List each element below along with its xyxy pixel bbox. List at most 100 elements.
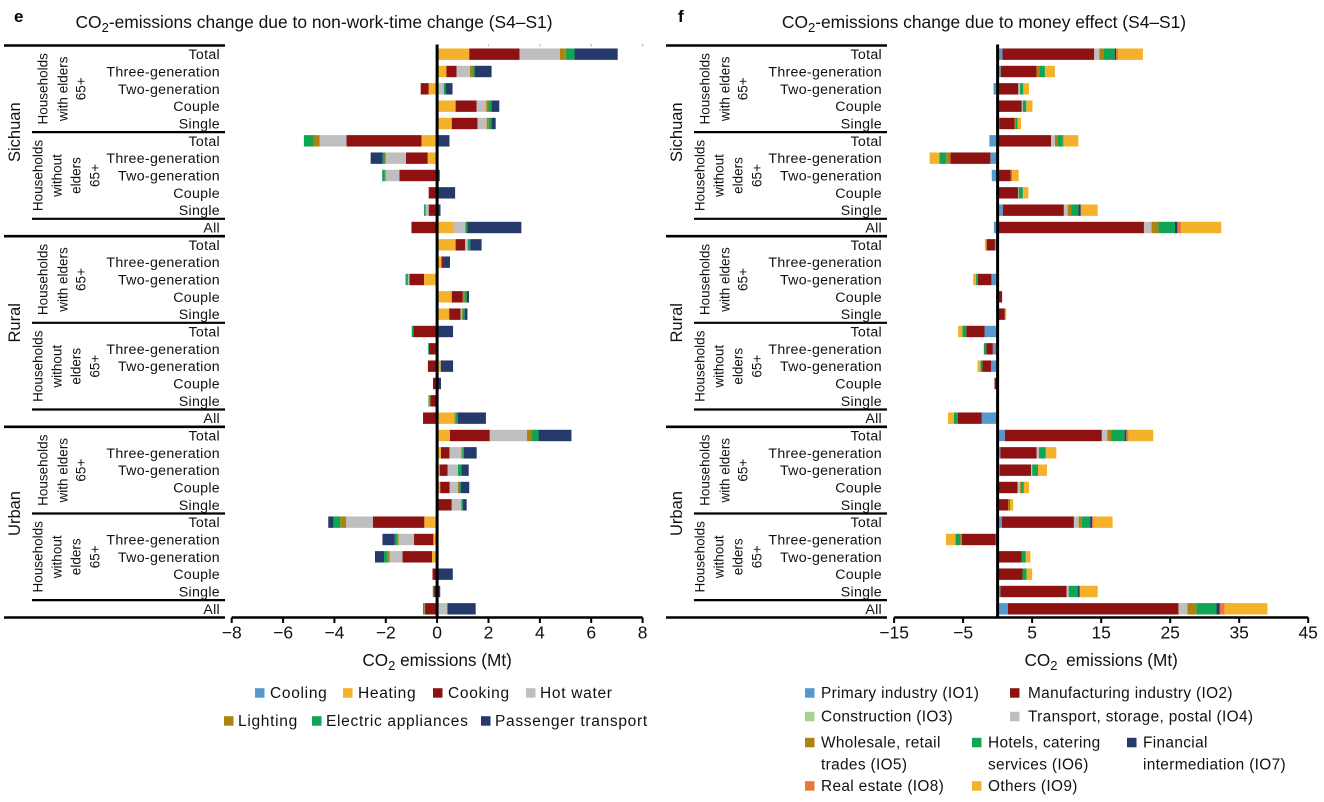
svg-text:Two-generation: Two-generation <box>780 82 882 98</box>
svg-text:65+: 65+ <box>88 164 103 187</box>
svg-text:Transport, storage, postal (IO: Transport, storage, postal (IO4) <box>1028 709 1253 726</box>
svg-text:Two-generation: Two-generation <box>118 359 220 375</box>
svg-text:Couple: Couple <box>173 99 220 115</box>
svg-text:Hotels, catering: Hotels, catering <box>988 735 1101 752</box>
svg-text:Total: Total <box>189 134 220 150</box>
svg-text:Total: Total <box>189 429 220 445</box>
svg-text:Wholesale, retail: Wholesale, retail <box>821 735 941 752</box>
svg-text:Households: Households <box>698 244 713 316</box>
svg-text:Couple: Couple <box>173 567 220 583</box>
svg-text:Primary industry (IO1): Primary industry (IO1) <box>821 685 979 702</box>
svg-text:Hot water: Hot water <box>540 685 613 702</box>
svg-text:2: 2 <box>484 623 494 643</box>
svg-text:Couple: Couple <box>835 186 882 202</box>
svg-text:Heating: Heating <box>358 685 416 702</box>
svg-text:Two-generation: Two-generation <box>118 273 220 289</box>
svg-text:5: 5 <box>1027 623 1037 643</box>
svg-text:Urban: Urban <box>668 491 686 536</box>
svg-text:Rural: Rural <box>6 303 24 342</box>
svg-text:Total: Total <box>189 47 220 63</box>
svg-text:Couple: Couple <box>173 481 220 497</box>
svg-text:65+: 65+ <box>74 77 89 100</box>
svg-text:Couple: Couple <box>835 377 882 393</box>
svg-text:65+: 65+ <box>88 355 103 378</box>
svg-text:Total: Total <box>189 238 220 254</box>
svg-text:Single: Single <box>841 498 882 514</box>
svg-text:trades (IO5): trades (IO5) <box>821 757 907 774</box>
svg-text:65+: 65+ <box>74 268 89 291</box>
svg-text:elders: elders <box>69 538 84 575</box>
svg-text:with elders: with elders <box>56 247 71 313</box>
svg-text:Couple: Couple <box>835 99 882 115</box>
svg-text:Urban: Urban <box>6 491 24 536</box>
svg-text:Three-generation: Three-generation <box>106 446 220 462</box>
svg-text:All: All <box>203 602 220 618</box>
svg-text:Financial: Financial <box>1143 735 1208 752</box>
svg-text:−15: −15 <box>879 623 909 643</box>
svg-text:elders: elders <box>69 348 84 385</box>
svg-text:Rural: Rural <box>668 303 686 342</box>
svg-text:Single: Single <box>841 585 882 601</box>
svg-text:65+: 65+ <box>750 545 765 568</box>
svg-text:elders: elders <box>69 157 84 194</box>
svg-text:Single: Single <box>841 203 882 219</box>
svg-text:15: 15 <box>1091 623 1110 643</box>
svg-text:with elders: with elders <box>56 438 71 504</box>
svg-text:Single: Single <box>179 498 220 514</box>
svg-text:Two-generation: Two-generation <box>118 463 220 479</box>
svg-text:Total: Total <box>851 429 882 445</box>
svg-text:Sichuan: Sichuan <box>668 102 686 162</box>
svg-text:Three-generation: Three-generation <box>106 342 220 358</box>
svg-text:All: All <box>865 221 882 237</box>
svg-text:Single: Single <box>841 307 882 323</box>
svg-text:Two-generation: Two-generation <box>780 169 882 185</box>
svg-text:65+: 65+ <box>736 77 751 100</box>
svg-text:Total: Total <box>189 325 220 341</box>
svg-text:Households: Households <box>698 434 713 506</box>
svg-text:65+: 65+ <box>750 355 765 378</box>
svg-text:Single: Single <box>179 203 220 219</box>
svg-text:Two-generation: Two-generation <box>780 463 882 479</box>
svg-text:Three-generation: Three-generation <box>106 255 220 271</box>
svg-text:with elders: with elders <box>718 247 733 313</box>
svg-text:Households: Households <box>698 53 713 125</box>
svg-text:Single: Single <box>179 307 220 323</box>
svg-text:with elders: with elders <box>718 438 733 504</box>
svg-text:35: 35 <box>1229 623 1248 643</box>
svg-text:without: without <box>50 154 65 198</box>
svg-text:65+: 65+ <box>74 459 89 482</box>
svg-text:without: without <box>712 535 727 579</box>
svg-text:Total: Total <box>851 238 882 254</box>
svg-text:Three-generation: Three-generation <box>768 533 882 549</box>
svg-text:Households: Households <box>31 521 46 593</box>
svg-text:Manufacturing industry (IO2): Manufacturing industry (IO2) <box>1028 685 1233 702</box>
svg-text:Total: Total <box>851 47 882 63</box>
svg-text:Others (IO9): Others (IO9) <box>988 778 1078 795</box>
svg-text:Households: Households <box>31 330 46 402</box>
svg-text:Couple: Couple <box>173 290 220 306</box>
svg-text:Households: Households <box>693 140 708 212</box>
svg-text:Cooking: Cooking <box>448 685 510 702</box>
svg-text:services (IO6): services (IO6) <box>988 757 1089 774</box>
svg-text:Two-generation: Two-generation <box>780 550 882 566</box>
svg-text:without: without <box>712 345 727 389</box>
svg-text:Sichuan: Sichuan <box>6 102 24 162</box>
svg-text:Households: Households <box>36 434 51 506</box>
svg-text:Three-generation: Three-generation <box>768 255 882 271</box>
svg-text:Single: Single <box>179 394 220 410</box>
svg-text:f: f <box>678 7 684 26</box>
svg-text:Lighting: Lighting <box>238 713 298 730</box>
svg-text:without: without <box>50 535 65 579</box>
svg-text:Households: Households <box>693 330 708 402</box>
svg-text:Electric appliances: Electric appliances <box>326 713 469 730</box>
svg-text:Households: Households <box>31 140 46 212</box>
svg-text:Cooling: Cooling <box>270 685 327 702</box>
svg-text:All: All <box>203 221 220 237</box>
svg-text:Three-generation: Three-generation <box>106 151 220 167</box>
svg-text:Single: Single <box>841 117 882 133</box>
svg-text:−8: −8 <box>222 623 242 643</box>
svg-text:CO2 emissions (Mt): CO2 emissions (Mt) <box>1025 650 1178 673</box>
svg-text:Three-generation: Three-generation <box>106 533 220 549</box>
svg-text:Two-generation: Two-generation <box>780 359 882 375</box>
svg-text:Three-generation: Three-generation <box>768 446 882 462</box>
